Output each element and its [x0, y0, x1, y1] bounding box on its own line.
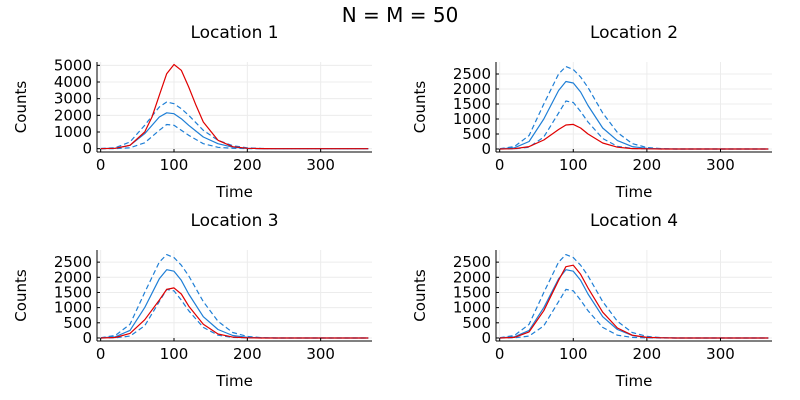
x-tick-label: 200	[633, 156, 662, 174]
x-tick-label: 200	[233, 156, 262, 174]
figure-title: N = M = 50	[341, 3, 459, 27]
y-tick-label: 1500	[453, 95, 491, 113]
y-axis-label: Counts	[12, 81, 30, 134]
y-tick-label: 3000	[54, 90, 92, 108]
y-tick-label: 1000	[453, 299, 491, 317]
x-tick-label: 300	[306, 156, 335, 174]
y-tick-label: 0	[481, 140, 491, 158]
chart-panel-1: 0 100 200 300010002000300040005000Location …	[12, 23, 372, 201]
series-line-2	[499, 65, 769, 150]
x-tick-label: 300	[306, 345, 335, 363]
y-tick-label: 2500	[453, 253, 491, 271]
series-line-2	[499, 254, 769, 339]
x-tick-label: 100	[160, 156, 189, 174]
panel-title: Location 4	[590, 211, 678, 231]
y-tick-label: 1500	[453, 283, 491, 301]
x-axis-label: Time	[615, 372, 653, 390]
y-axis-label: Counts	[12, 269, 30, 322]
y-tick-label: 1000	[54, 299, 92, 317]
y-tick-label: 1000	[453, 110, 491, 128]
x-axis-label: Time	[215, 372, 253, 390]
y-tick-label: 500	[462, 314, 491, 332]
series-line-1	[100, 269, 369, 339]
series-line-4	[100, 287, 369, 339]
series-line-4	[100, 63, 369, 150]
panel-title: Location 2	[590, 23, 678, 43]
series-line-1	[100, 112, 369, 150]
x-tick-label: 100	[559, 345, 588, 363]
x-axis-label: Time	[215, 183, 253, 201]
x-tick-label: 100	[160, 345, 189, 363]
y-axis-label: Counts	[411, 81, 429, 134]
y-tick-label: 0	[82, 329, 92, 347]
series-line-2	[100, 101, 369, 150]
x-tick-label: 200	[633, 345, 662, 363]
x-tick-label: 0	[96, 156, 106, 174]
y-axis-label: Counts	[411, 269, 429, 322]
y-tick-label: 4000	[54, 73, 92, 91]
y-tick-label: 0	[481, 329, 491, 347]
series-line-4	[499, 264, 769, 339]
x-tick-label: 0	[495, 345, 505, 363]
x-tick-label: 0	[495, 156, 505, 174]
y-tick-label: 1500	[54, 283, 92, 301]
series-line-1	[499, 80, 769, 150]
x-tick-label: 200	[233, 345, 262, 363]
series-line-4	[499, 123, 769, 150]
y-tick-label: 2000	[453, 268, 491, 286]
x-tick-label: 300	[706, 345, 735, 363]
y-tick-label: 2500	[453, 65, 491, 83]
x-axis-label: Time	[615, 183, 653, 201]
panel-title: Location 3	[190, 211, 278, 231]
y-tick-label: 2000	[54, 106, 92, 124]
y-tick-label: 2000	[453, 80, 491, 98]
x-tick-label: 0	[96, 345, 106, 363]
y-tick-label: 500	[462, 125, 491, 143]
y-tick-label: 500	[63, 314, 92, 332]
y-tick-label: 2000	[54, 268, 92, 286]
y-tick-label: 1000	[54, 123, 92, 141]
panel-title: Location 1	[190, 23, 278, 43]
y-tick-label: 5000	[54, 56, 92, 74]
x-tick-label: 100	[559, 156, 588, 174]
x-tick-label: 300	[706, 156, 735, 174]
y-tick-label: 0	[82, 140, 92, 158]
y-tick-label: 2500	[54, 253, 92, 271]
series-line-2	[100, 254, 369, 339]
